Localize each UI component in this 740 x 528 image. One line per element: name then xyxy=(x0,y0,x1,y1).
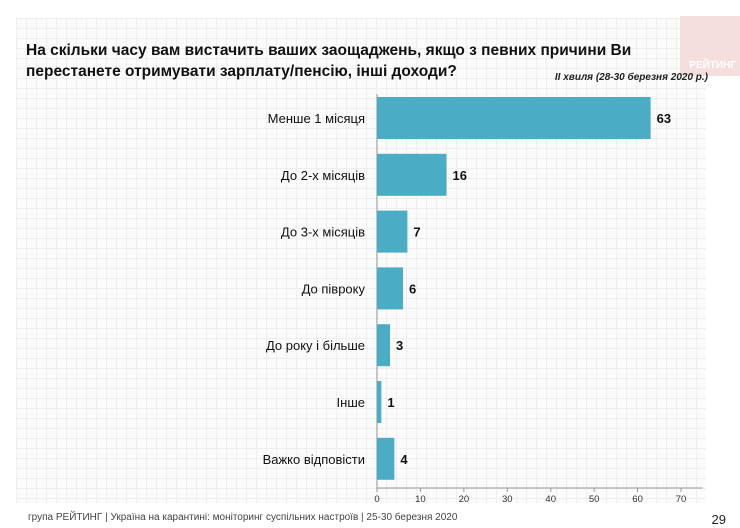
category-label: До півроку xyxy=(302,281,366,296)
category-label: Менше 1 місяця xyxy=(268,111,365,126)
page-number: 29 xyxy=(711,512,726,527)
category-label: Інше xyxy=(337,395,365,410)
data-label: 4 xyxy=(400,452,408,467)
bar xyxy=(377,97,651,139)
chart-title: На скільки часу вам вистачить ваших заощ… xyxy=(26,42,632,80)
logo: РЕЙТИНГ xyxy=(680,16,740,76)
data-label: 63 xyxy=(657,111,671,126)
x-tick-label: 40 xyxy=(545,494,556,505)
wave-label: ІІ хвиля (28-30 березня 2020 р.) xyxy=(554,72,708,83)
bar xyxy=(377,267,404,310)
bar xyxy=(377,324,391,367)
category-label: Важко відповісти xyxy=(263,452,365,467)
x-tick-label: 60 xyxy=(632,494,643,505)
x-tick-label: 0 xyxy=(374,494,379,505)
x-tick-label: 70 xyxy=(676,494,687,505)
data-label: 6 xyxy=(409,281,416,296)
x-tick-label: 10 xyxy=(415,494,426,505)
footer-text: група РЕЙТИНГ | Україна на карантині: мо… xyxy=(28,512,458,523)
data-label: 3 xyxy=(396,338,403,353)
category-label: До року і більше xyxy=(266,338,365,353)
bar xyxy=(377,210,408,253)
bar xyxy=(377,437,395,480)
category-label: До 3-х місяців xyxy=(281,225,365,240)
x-tick-label: 20 xyxy=(459,494,470,505)
x-tick-label: 30 xyxy=(502,494,513,505)
data-label: 7 xyxy=(413,225,420,240)
bar xyxy=(377,153,447,196)
bar xyxy=(377,381,382,423)
data-label: 16 xyxy=(452,168,466,183)
data-label: 1 xyxy=(387,395,394,410)
category-label: До 2-х місяців xyxy=(281,168,365,183)
x-tick-label: 50 xyxy=(589,494,600,505)
